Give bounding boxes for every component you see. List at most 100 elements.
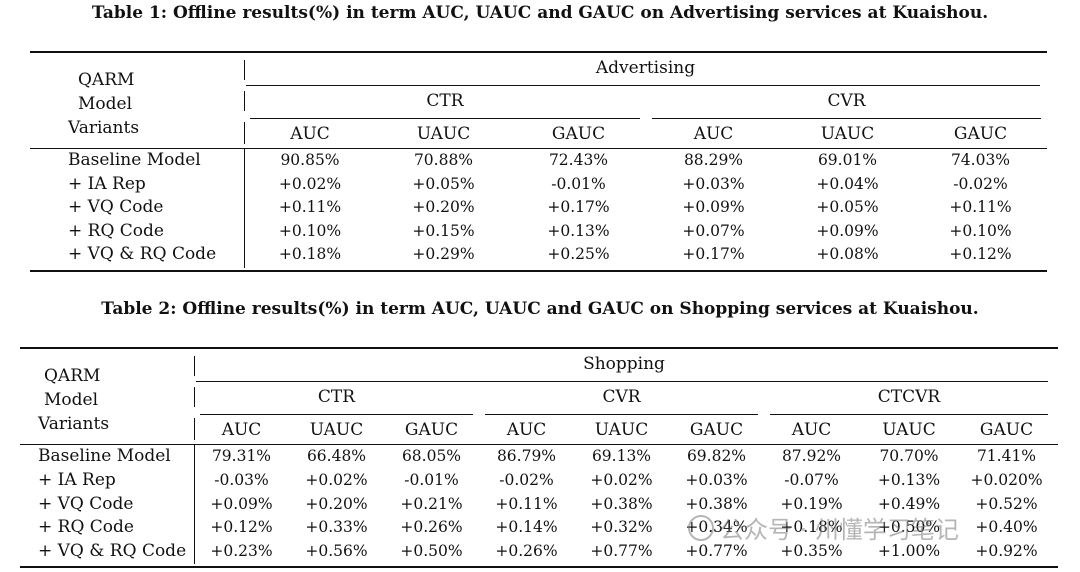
table-cell: 87.92% xyxy=(781,447,842,465)
table-cell: 69.13% xyxy=(591,447,652,465)
table-cell: 69.01% xyxy=(817,151,878,169)
group-rule xyxy=(250,118,640,119)
table-cell: +0.05% xyxy=(816,198,879,217)
row-header-separator xyxy=(194,387,196,407)
group-header: CVR xyxy=(827,91,866,111)
table-cell: +0.07% xyxy=(682,221,745,240)
table-cell: +0.18% xyxy=(780,518,843,537)
bottom-rule xyxy=(20,566,1058,568)
table-cell: -0.02% xyxy=(953,174,1008,193)
metric-header: UAUC xyxy=(594,420,649,440)
table-cell: 71.41% xyxy=(976,447,1037,465)
table-cell: +0.32% xyxy=(590,518,653,537)
table-cell: +0.11% xyxy=(495,494,558,513)
metric-header: GAUC xyxy=(953,124,1008,144)
super-header: Shopping xyxy=(583,354,665,374)
wechat-icon xyxy=(688,515,714,541)
row-label: + VQ & RQ Code xyxy=(38,541,187,562)
metric-header: UAUC xyxy=(416,124,471,144)
table-cell: +0.92% xyxy=(975,542,1038,561)
table-cell: +0.02% xyxy=(305,470,368,489)
table-caption: Table 1: Offline results(%) in term AUC,… xyxy=(91,3,989,23)
group-rule xyxy=(485,414,758,415)
table-cell: +0.03% xyxy=(682,174,745,193)
table-cell: +0.26% xyxy=(495,542,558,561)
row-header-label: QARM xyxy=(78,70,135,90)
group-rule xyxy=(652,118,1041,119)
row-label: Baseline Model xyxy=(68,150,201,170)
table-cell: +1.00% xyxy=(877,542,941,561)
metric-header: AUC xyxy=(290,124,330,144)
row-header-separator xyxy=(244,91,246,111)
table-cell: -0.01% xyxy=(404,470,459,489)
metric-header: UAUC xyxy=(820,124,875,144)
metric-header: AUC xyxy=(693,124,734,144)
table-cell: +0.17% xyxy=(547,198,610,217)
table-cell: +0.25% xyxy=(547,245,610,264)
mid-rule xyxy=(30,148,1047,149)
group-header: CVR xyxy=(602,387,641,407)
table-cell: -0.02% xyxy=(499,470,554,489)
row-header-label: QARM xyxy=(44,366,101,386)
table-cell: 72.43% xyxy=(548,151,609,169)
table-cell: +0.09% xyxy=(210,494,273,513)
table-cell: +0.13% xyxy=(877,470,941,489)
row-header-separator xyxy=(194,418,196,440)
table-cell: +0.56% xyxy=(305,542,368,561)
table-cell: +0.33% xyxy=(305,518,368,537)
table-cell: +0.02% xyxy=(590,470,653,489)
table-cell: +0.21% xyxy=(400,494,463,513)
table-cell: 86.79% xyxy=(496,447,557,465)
table-cell: +0.020% xyxy=(970,470,1043,489)
table-cell: +0.10% xyxy=(278,221,342,240)
table-cell: +0.29% xyxy=(412,245,475,264)
metric-header: GAUC xyxy=(979,420,1034,440)
group-header: CTR xyxy=(317,387,356,407)
table-cell: +0.38% xyxy=(685,494,748,513)
metric-header: GAUC xyxy=(404,420,459,440)
group-rule xyxy=(770,414,1048,415)
table-cell: -0.01% xyxy=(551,174,606,193)
table-cell: +0.15% xyxy=(412,221,475,240)
metric-header: AUC xyxy=(221,420,262,440)
row-label: + IA Rep xyxy=(68,173,146,194)
table-caption: Table 2: Offline results(%) in term AUC,… xyxy=(101,299,979,319)
row-header-separator xyxy=(244,148,246,268)
table-cell: +0.02% xyxy=(278,174,342,193)
row-label: + RQ Code xyxy=(68,220,164,241)
table-cell: +0.04% xyxy=(816,174,879,193)
row-header-separator xyxy=(194,444,196,564)
table-cell: -0.07% xyxy=(784,470,839,489)
table-cell: +0.08% xyxy=(816,245,879,264)
table-cell: 69.82% xyxy=(686,447,747,465)
row-header-separator xyxy=(244,60,246,80)
row-header-separator xyxy=(244,122,246,144)
table-cell: +0.35% xyxy=(780,542,843,561)
super-header-rule xyxy=(196,381,1048,382)
row-label: + VQ Code xyxy=(68,197,164,218)
row-label: Baseline Model xyxy=(38,446,171,466)
metric-header: GAUC xyxy=(551,124,606,144)
table-cell: +0.77% xyxy=(685,542,748,561)
super-header-rule xyxy=(246,85,1040,86)
table-cell: -0.03% xyxy=(214,470,269,489)
row-header-separator xyxy=(194,356,196,376)
bottom-rule xyxy=(30,270,1047,272)
table-cell: +0.03% xyxy=(685,470,748,489)
group-header: CTR xyxy=(426,91,464,111)
table-cell: +0.50% xyxy=(400,542,463,561)
group-header: CTCVR xyxy=(877,387,941,407)
table-cell: +0.12% xyxy=(210,518,273,537)
table-cell: 70.70% xyxy=(879,447,939,465)
table-cell: +0.14% xyxy=(495,518,558,537)
table-cell: +0.19% xyxy=(780,494,843,513)
row-label: + VQ Code xyxy=(38,493,134,514)
table-cell: +0.09% xyxy=(682,198,745,217)
metric-header: UAUC xyxy=(882,420,936,440)
super-header: Advertising xyxy=(595,58,696,78)
metric-header: AUC xyxy=(791,420,832,440)
table-cell: +0.52% xyxy=(975,494,1038,513)
row-header-label: Variants xyxy=(68,118,140,138)
table-cell: +0.17% xyxy=(682,245,745,264)
table-cell: +0.05% xyxy=(412,174,475,193)
